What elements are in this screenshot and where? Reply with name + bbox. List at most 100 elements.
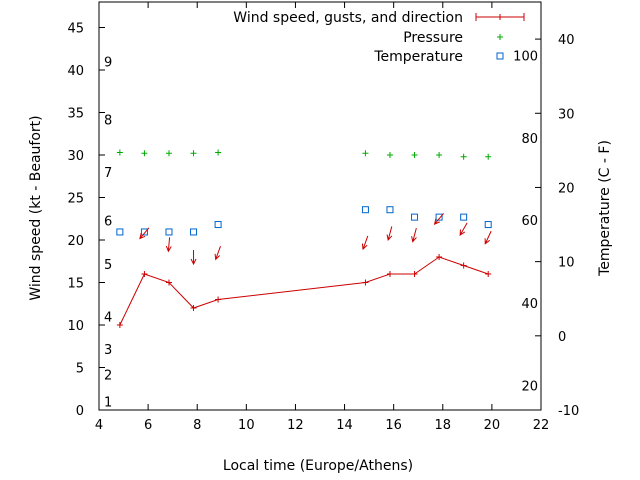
wind-direction-arrows: [139, 213, 492, 266]
y-tick-label: 0: [76, 404, 84, 419]
y2-tick-label: -10: [558, 404, 579, 419]
pressure-point: [436, 152, 443, 158]
y-tick-label: 15: [67, 277, 84, 292]
legend-wind-sample: [475, 13, 525, 21]
wind-point: [190, 305, 197, 311]
pressure-point: [190, 150, 197, 157]
wind-arrow: [214, 246, 221, 261]
y-tick-label: 5: [76, 362, 84, 377]
wind-series: [116, 254, 492, 328]
fahrenheit-scale-labels: 20 40 60 80 100: [513, 49, 538, 394]
pressure-point: [141, 150, 148, 157]
wind-arrow-shape: [165, 237, 172, 253]
beaufort-label: 3: [104, 343, 112, 358]
x-tick-label: 6: [144, 418, 152, 433]
temperature-point: [116, 228, 124, 236]
fahrenheit-label: 20: [521, 380, 538, 395]
temperature-point: [386, 206, 394, 214]
temperature-point: [190, 228, 198, 236]
ticks: 4 6 8 10 12 14 16 18 20 22051015202530354045-1001…: [67, 2, 579, 433]
beaufort-label: 1: [104, 396, 112, 411]
temperature-point: [361, 206, 369, 214]
wind-arrow: [165, 237, 172, 253]
pressure-point: [460, 153, 467, 160]
temperature-series: [116, 206, 492, 236]
pressure-point: [116, 149, 123, 156]
y2-tick-label: 10: [558, 256, 575, 271]
wind-point: [165, 279, 172, 286]
fahrenheit-label: 40: [521, 297, 538, 312]
wind-arrow-shape: [411, 228, 417, 243]
legend-wind-point: [497, 14, 503, 20]
pressure-point: [386, 152, 393, 158]
wind-point: [436, 254, 443, 260]
wind-arrow-shape: [386, 226, 393, 242]
pressure-point: [411, 152, 418, 158]
wind-arrow-shape: [190, 250, 197, 266]
legend-wind-label: Wind speed, gusts, and direction: [233, 10, 463, 26]
wind-point: [215, 296, 222, 303]
beaufort-label: 4: [104, 311, 112, 326]
y-tick-label: 35: [67, 107, 84, 122]
wind-arrow-shape: [139, 227, 150, 240]
y-tick-label: 25: [67, 192, 84, 207]
pressure-point: [215, 149, 222, 156]
x-tick-label: 16: [385, 418, 402, 433]
temperature-point: [411, 213, 419, 221]
wind-point: [386, 271, 393, 277]
temperature-point: [140, 228, 148, 236]
legend-pressure-label: Pressure: [403, 30, 463, 46]
wind-arrow-shape: [214, 246, 221, 261]
y-tick-label: 45: [67, 22, 84, 37]
wind-arrow: [361, 235, 369, 251]
y2-tick-label: 20: [558, 181, 575, 196]
pressure-point: [485, 153, 492, 160]
temperature-point: [460, 213, 468, 221]
beaufort-label: 7: [104, 166, 112, 181]
legend-temperature-sample: [496, 52, 504, 60]
y-tick-label: 10: [67, 319, 84, 334]
beaufort-label: 6: [104, 214, 112, 229]
beaufort-label: 2: [104, 368, 112, 383]
pressure-point: [362, 150, 369, 157]
x-tick-label: 20: [484, 418, 501, 433]
beaufort-label: 8: [104, 113, 112, 128]
legend-temperature-point: [496, 52, 504, 60]
legend-pressure-sample: [497, 34, 503, 40]
wind-arrow: [433, 213, 444, 225]
wind-point: [460, 262, 467, 269]
fahrenheit-label: 80: [521, 132, 538, 147]
wind-arrow: [386, 226, 393, 242]
x-tick-label: 14: [336, 418, 353, 433]
wind-arrow: [459, 222, 468, 236]
wind-arrow: [411, 228, 417, 243]
legend-temperature-label: Temperature: [373, 49, 463, 65]
x-tick-label: 4: [95, 418, 103, 433]
wind-arrow: [484, 230, 492, 245]
pressure-series: [116, 149, 492, 160]
x-tick-label: 8: [193, 418, 201, 433]
wind-point: [116, 322, 123, 328]
wind-arrow-shape: [361, 235, 369, 251]
wind-arrow: [190, 250, 197, 266]
y2-tick-label: 40: [558, 33, 575, 48]
x-tick-label: 12: [287, 418, 304, 433]
beaufort-label: 5: [104, 258, 112, 273]
wind-arrow-shape: [459, 222, 468, 236]
legend: Wind speed, gusts, and direction Pressur…: [233, 10, 525, 65]
temperature-point: [484, 221, 492, 229]
wind-point: [141, 271, 148, 277]
wind-arrow-shape: [484, 230, 492, 245]
wind-point: [411, 271, 418, 277]
beaufort-scale-labels: 1 2 3 4 5 6 7 8 9: [104, 56, 112, 411]
y-tick-label: 30: [67, 149, 84, 164]
wind-point: [362, 279, 369, 286]
x-axis-label: Local time (Europe/Athens): [223, 458, 413, 474]
y2-axis-label: Temperature (C - F): [597, 140, 613, 277]
temperature-point: [435, 213, 443, 221]
plot-frame: [98, 1, 542, 411]
y-tick-label: 20: [67, 234, 84, 249]
wind-line: [119, 256, 489, 326]
y2-tick-label: 0: [558, 330, 566, 345]
